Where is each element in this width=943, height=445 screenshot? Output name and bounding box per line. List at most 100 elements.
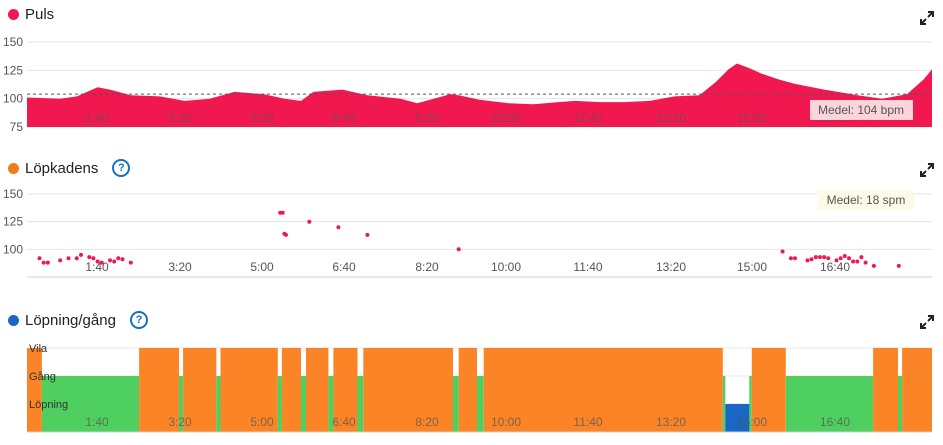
running-bar <box>27 348 42 432</box>
x-tick-label: 16:40 <box>820 260 850 274</box>
cadence-point <box>99 260 104 265</box>
resting-bar <box>725 404 750 432</box>
cadence-point <box>307 219 312 224</box>
cadence-point <box>809 257 814 262</box>
x-tick-label: 8:20 <box>415 111 439 125</box>
y-tick-label: 75 <box>10 120 24 134</box>
puls-legend-dot <box>8 9 19 20</box>
x-tick-label: 1:40 <box>85 260 109 274</box>
x-tick-label: 8:20 <box>415 415 439 429</box>
cadence-point <box>74 256 79 261</box>
category-label: Löpning <box>29 399 68 411</box>
x-tick-label: 5:00 <box>250 415 274 429</box>
running-bar <box>220 348 278 432</box>
x-tick-label: 1:40 <box>85 111 109 125</box>
kadens-title: Löpkadens ? <box>8 159 131 177</box>
walking-bar <box>216 376 221 432</box>
cadence-point <box>91 256 96 261</box>
cadence-point <box>87 255 92 260</box>
x-tick-label: 11:40 <box>573 415 602 429</box>
walking-bar <box>41 376 139 432</box>
x-tick-label: 6:40 <box>332 415 356 429</box>
average-label-box <box>810 100 913 120</box>
cadence-point <box>822 255 827 260</box>
y-tick-label: 100 <box>3 92 23 106</box>
cadence-point <box>847 256 851 261</box>
cadence-point <box>116 256 121 261</box>
x-tick-label: 3:20 <box>168 260 192 274</box>
average-label: Medel: 18 spm <box>827 193 906 207</box>
cadence-point <box>834 258 839 263</box>
cadence-point <box>108 258 112 263</box>
running-bar <box>873 348 898 432</box>
y-tick-label: 150 <box>3 35 23 49</box>
walking-bar <box>452 376 459 432</box>
help-icon[interactable]: ? <box>129 311 148 329</box>
running-bar <box>902 348 932 432</box>
cadence-point <box>66 256 71 261</box>
cadence-point <box>838 256 843 261</box>
walking-bar <box>749 376 752 432</box>
cadence-point <box>284 232 288 237</box>
cadence-point <box>851 259 856 264</box>
x-tick-label: 10:00 <box>491 260 521 274</box>
average-label: Medel: 104 bpm <box>818 103 904 117</box>
walking-bar <box>477 376 484 432</box>
cadence-point <box>842 254 847 258</box>
category-label: Gång <box>29 371 56 383</box>
x-tick-label: 5:00 <box>250 111 274 125</box>
cadence-point <box>365 232 370 237</box>
puls-area <box>27 63 932 127</box>
x-tick-label: 13:20 <box>656 111 686 125</box>
running-bar <box>139 348 179 432</box>
expand-icon[interactable] <box>919 314 935 330</box>
x-tick-label: 15:00 <box>737 415 767 429</box>
walking-bar <box>785 376 874 432</box>
kadens-legend-dot <box>8 162 19 174</box>
puls-title-label: Puls <box>25 6 55 23</box>
expand-icon[interactable] <box>919 162 935 178</box>
y-tick-label: 100 <box>3 242 23 256</box>
x-tick-label: 11:40 <box>573 260 602 274</box>
x-tick-label: 3:20 <box>168 111 192 125</box>
expand-icon[interactable] <box>919 10 935 26</box>
running-bar <box>281 348 301 432</box>
walking-bar <box>178 376 184 432</box>
lopgang-legend-dot <box>8 314 19 326</box>
walking-bar <box>898 376 903 432</box>
x-tick-label: 5:00 <box>250 260 274 274</box>
cadence-point <box>37 256 42 261</box>
running-bar <box>458 348 477 432</box>
help-icon[interactable]: ? <box>112 159 131 177</box>
x-tick-label: 10:00 <box>491 415 521 429</box>
running-bar <box>483 348 723 432</box>
walking-bar <box>722 376 726 432</box>
cadence-point <box>817 255 822 260</box>
x-tick-label: 6:40 <box>332 260 356 274</box>
x-tick-label: 11:40 <box>573 111 602 125</box>
walking-bar <box>357 376 364 432</box>
category-label: Vila <box>29 343 48 355</box>
cadence-point <box>79 252 83 257</box>
cadence-point <box>41 260 46 265</box>
y-tick-label: 150 <box>3 187 23 201</box>
x-tick-label: 8:20 <box>415 260 439 274</box>
lopgang-chart: Vila Gång Löpning 1:40 3:20 5:00 6:40 8:20 10:00… <box>27 343 932 433</box>
y-tick-label: 125 <box>3 215 23 229</box>
running-bar <box>183 348 217 432</box>
cadence-point <box>805 258 810 263</box>
cadence-point <box>863 260 868 265</box>
cadence-point <box>128 260 133 265</box>
cadence-point <box>788 256 793 261</box>
cadence-point <box>859 255 864 260</box>
x-tick-label: 10:00 <box>491 111 521 125</box>
x-tick-label: 3:20 <box>168 415 192 429</box>
lopgang-title: Löpning/gång ? <box>8 311 148 329</box>
running-bar <box>306 348 329 432</box>
cadence-point <box>120 257 125 262</box>
kadens-title-label: Löpkadens <box>25 159 99 177</box>
puls-chart: 150 125 100 75 1:40 3:20 5:00 6:40 8:20 10:00 11:4… <box>3 35 932 134</box>
kadens-chart: 150 125 100 1:40 3:20 5:00 6:40 8:20 10:00 11:40 1… <box>3 187 932 278</box>
x-tick-label: 16:40 <box>820 415 850 429</box>
cadence-point <box>793 256 797 261</box>
